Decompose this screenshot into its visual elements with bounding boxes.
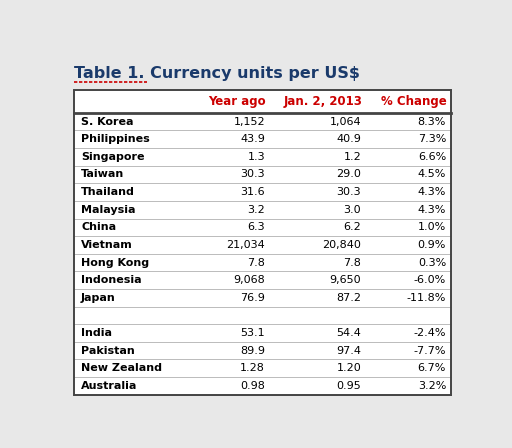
Text: 97.4: 97.4 [336, 345, 361, 356]
Text: -11.8%: -11.8% [407, 293, 446, 303]
Text: 6.6%: 6.6% [418, 152, 446, 162]
Text: 3.2: 3.2 [247, 205, 265, 215]
Text: 0.98: 0.98 [240, 381, 265, 391]
Text: 0.9%: 0.9% [418, 240, 446, 250]
Text: Hong Kong: Hong Kong [81, 258, 149, 267]
Text: 1,152: 1,152 [233, 116, 265, 127]
Text: 0.3%: 0.3% [418, 258, 446, 267]
Text: 1.2: 1.2 [344, 152, 361, 162]
Text: 31.6: 31.6 [241, 187, 265, 197]
Text: Taiwan: Taiwan [81, 169, 124, 180]
Text: 21,034: 21,034 [226, 240, 265, 250]
Text: Thailand: Thailand [81, 187, 135, 197]
Text: S. Korea: S. Korea [81, 116, 134, 127]
Text: 54.4: 54.4 [336, 328, 361, 338]
Text: 1.0%: 1.0% [418, 222, 446, 233]
Text: Australia: Australia [81, 381, 137, 391]
Text: 3.0: 3.0 [344, 205, 361, 215]
Text: 20,840: 20,840 [323, 240, 361, 250]
Text: 1.3: 1.3 [248, 152, 265, 162]
Text: Indonesia: Indonesia [81, 275, 142, 285]
Text: 1,064: 1,064 [330, 116, 361, 127]
Text: 6.2: 6.2 [344, 222, 361, 233]
Text: -7.7%: -7.7% [414, 345, 446, 356]
Text: Vietnam: Vietnam [81, 240, 133, 250]
Text: New Zealand: New Zealand [81, 363, 162, 373]
Text: Singapore: Singapore [81, 152, 144, 162]
Text: 30.3: 30.3 [337, 187, 361, 197]
Text: 9,650: 9,650 [330, 275, 361, 285]
Text: 7.3%: 7.3% [418, 134, 446, 144]
Text: 29.0: 29.0 [336, 169, 361, 180]
Text: % Change: % Change [381, 95, 447, 108]
Text: 4.3%: 4.3% [418, 205, 446, 215]
Text: 8.3%: 8.3% [418, 116, 446, 127]
Text: 3.2%: 3.2% [418, 381, 446, 391]
Text: 4.3%: 4.3% [418, 187, 446, 197]
Text: 6.7%: 6.7% [418, 363, 446, 373]
Text: Jan. 2, 2013: Jan. 2, 2013 [283, 95, 362, 108]
Text: -2.4%: -2.4% [414, 328, 446, 338]
Text: 87.2: 87.2 [336, 293, 361, 303]
Text: 40.9: 40.9 [336, 134, 361, 144]
Text: 6.3: 6.3 [248, 222, 265, 233]
Text: 1.28: 1.28 [240, 363, 265, 373]
Text: 30.3: 30.3 [241, 169, 265, 180]
Text: -6.0%: -6.0% [414, 275, 446, 285]
FancyBboxPatch shape [74, 90, 451, 395]
Text: 4.5%: 4.5% [418, 169, 446, 180]
Text: Year ago: Year ago [208, 95, 266, 108]
Text: 76.9: 76.9 [240, 293, 265, 303]
Text: Table 1. Currency units per US$: Table 1. Currency units per US$ [74, 66, 360, 81]
Text: 53.1: 53.1 [241, 328, 265, 338]
Text: India: India [81, 328, 112, 338]
Text: 9,068: 9,068 [233, 275, 265, 285]
Text: China: China [81, 222, 116, 233]
Text: Japan: Japan [81, 293, 116, 303]
Text: 7.8: 7.8 [247, 258, 265, 267]
Text: Pakistan: Pakistan [81, 345, 135, 356]
Text: 89.9: 89.9 [240, 345, 265, 356]
Text: 1.20: 1.20 [336, 363, 361, 373]
Text: 0.95: 0.95 [336, 381, 361, 391]
Text: 43.9: 43.9 [240, 134, 265, 144]
Text: Philippines: Philippines [81, 134, 150, 144]
Text: 7.8: 7.8 [344, 258, 361, 267]
Text: Malaysia: Malaysia [81, 205, 136, 215]
